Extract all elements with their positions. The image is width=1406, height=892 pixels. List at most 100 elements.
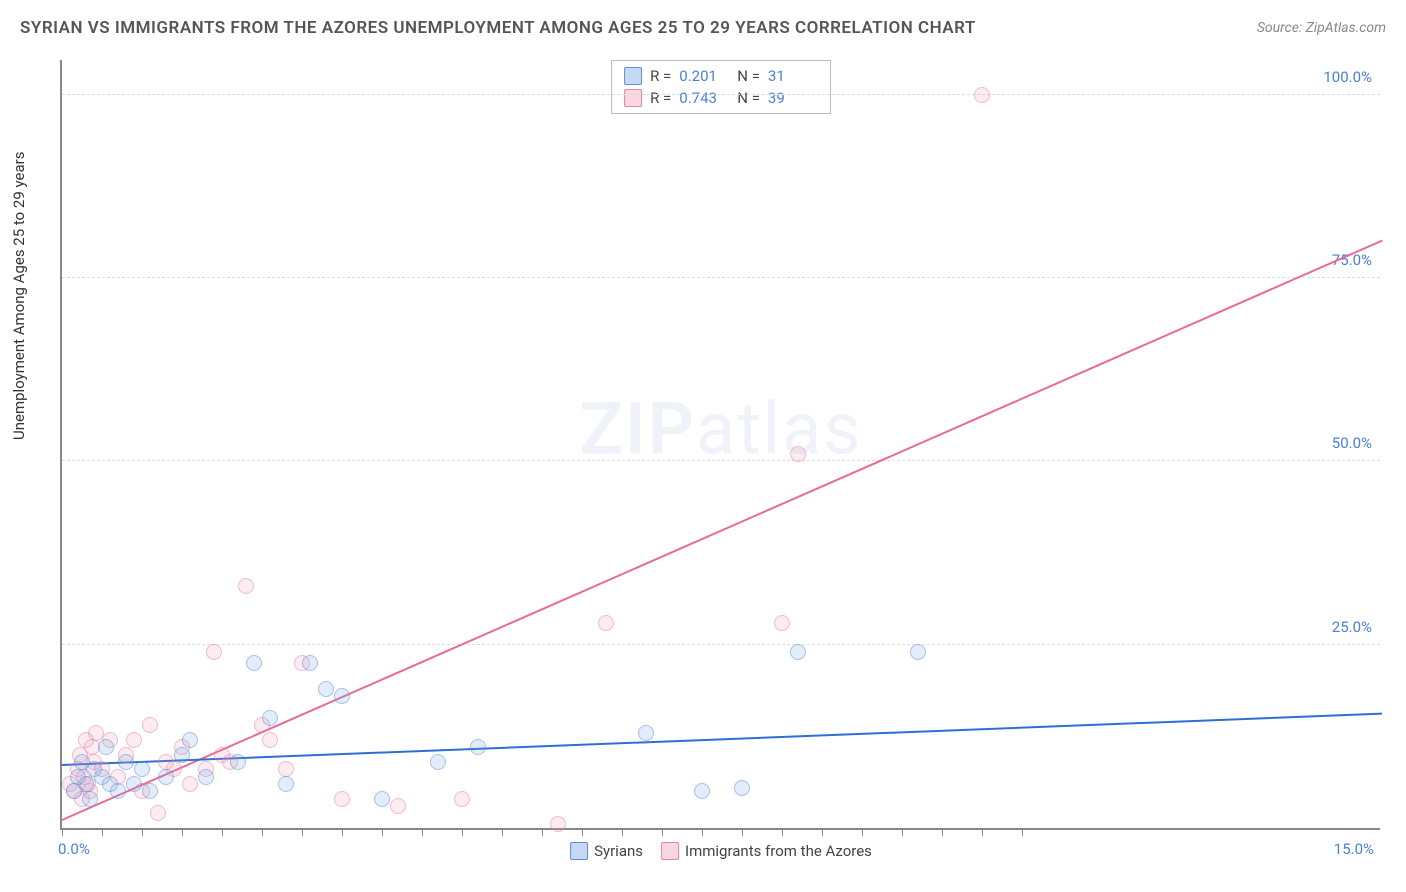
legend-item-blue: Syrians [570,842,643,860]
data-point [638,725,654,741]
x-tick [902,828,903,836]
x-tick [142,828,143,836]
source-attribution: Source: ZipAtlas.com [1257,20,1386,36]
data-point [430,754,446,770]
n-value-pink: 39 [768,89,818,107]
data-point [334,688,350,704]
y-tick-label: 100.0% [1323,68,1372,86]
data-point [334,791,350,807]
data-point [302,655,318,671]
x-tick [222,828,223,836]
data-point [134,761,150,777]
x-tick [822,828,823,836]
n-label: N = [737,89,760,107]
data-point [198,769,214,785]
x-tick [262,828,263,836]
data-point [118,754,134,770]
data-point [734,780,750,796]
data-point [262,710,278,726]
legend-item-pink: Immigrants from the Azores [661,842,872,860]
data-point [318,681,334,697]
swatch-pink [661,842,679,860]
legend-label-pink: Immigrants from the Azores [685,842,872,860]
y-axis-label: Unemployment Among Ages 25 to 29 years [10,152,28,440]
data-point [278,776,294,792]
r-label: R = [650,67,671,85]
data-point [110,783,126,799]
data-point [790,644,806,660]
x-tick [1022,828,1023,836]
legend-correlation-stats: R = 0.201 N = 31 R = 0.743 N = 39 [611,60,831,114]
data-point [230,754,246,770]
x-tick-label: 0.0% [58,840,90,858]
data-point [246,655,262,671]
data-point [390,798,406,814]
data-point [278,761,294,777]
swatch-pink [624,89,642,107]
plot-area: ZIPatlas R = 0.201 N = 31 R = 0.743 N = … [60,60,1380,830]
data-point [142,783,158,799]
legend-row-pink: R = 0.743 N = 39 [624,87,818,109]
data-point [238,578,254,594]
data-point [158,769,174,785]
x-tick [782,828,783,836]
gridline [62,94,1380,95]
gridline [62,460,1380,461]
data-point [82,791,98,807]
data-point [78,776,94,792]
chart-title: SYRIAN VS IMMIGRANTS FROM THE AZORES UNE… [20,18,976,38]
data-point [550,816,566,832]
data-point [774,615,790,631]
x-tick [542,828,543,836]
x-tick [582,828,583,836]
data-point [150,805,166,821]
data-point [454,791,470,807]
x-tick-label: 15.0% [1334,840,1374,858]
data-point [174,747,190,763]
r-value-pink: 0.743 [679,89,729,107]
data-point [374,791,390,807]
data-point [470,739,486,755]
data-point [974,87,990,103]
data-point [98,739,114,755]
x-tick [502,828,503,836]
x-tick [302,828,303,836]
gridline [62,644,1380,645]
data-point [790,446,806,462]
x-tick [662,828,663,836]
x-tick [182,828,183,836]
legend-label-blue: Syrians [594,842,643,860]
n-label: N = [737,67,760,85]
data-point [206,644,222,660]
data-point [182,776,198,792]
legend-row-blue: R = 0.201 N = 31 [624,65,818,87]
x-tick [382,828,383,836]
legend-series: Syrians Immigrants from the Azores [570,842,872,860]
data-point [598,615,614,631]
data-point [182,732,198,748]
regression-line [62,239,1383,820]
x-tick [422,828,423,836]
data-point [142,717,158,733]
gridline [62,277,1380,278]
data-point [910,644,926,660]
data-point [126,776,142,792]
x-tick [942,828,943,836]
x-tick [862,828,863,836]
x-tick [102,828,103,836]
y-tick-label: 50.0% [1332,434,1372,452]
swatch-blue [624,67,642,85]
x-tick [342,828,343,836]
r-label: R = [650,89,671,107]
y-tick-label: 25.0% [1332,618,1372,636]
x-tick [462,828,463,836]
x-tick [702,828,703,836]
x-tick [622,828,623,836]
data-point [126,732,142,748]
data-point [262,732,278,748]
watermark: ZIPatlas [579,386,862,471]
x-tick [982,828,983,836]
swatch-blue [570,842,588,860]
data-point [694,783,710,799]
n-value-blue: 31 [768,67,818,85]
